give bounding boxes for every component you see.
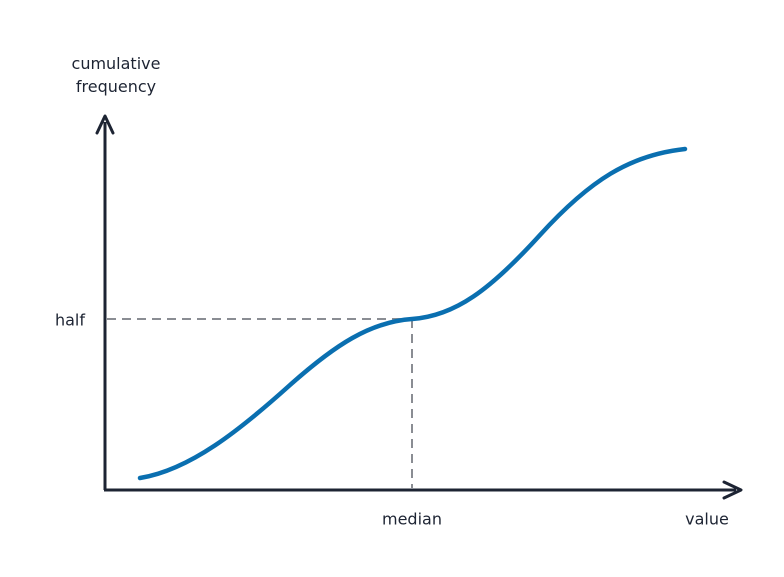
cumulative-curve — [137, 146, 688, 481]
half-label: half — [55, 311, 85, 330]
y-axis-label: cumulative frequency — [71, 54, 161, 96]
median-label: median — [382, 510, 442, 529]
y-axis-arrow — [95, 114, 115, 135]
x-axis-label: value — [685, 510, 729, 529]
x-axis-arrow — [722, 480, 743, 500]
